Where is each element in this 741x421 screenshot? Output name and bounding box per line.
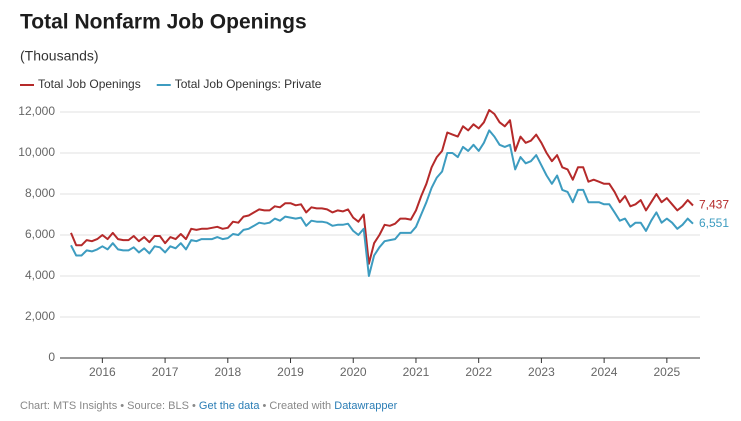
- chart-title: Total Nonfarm Job Openings: [20, 11, 307, 34]
- footer-source: Source: BLS: [127, 400, 189, 412]
- y-tick-label: 12,000: [18, 104, 55, 118]
- footer-created: Created with: [269, 400, 331, 412]
- x-tick-label: 2017: [152, 365, 179, 379]
- y-tick-label: 4,000: [25, 268, 55, 282]
- x-tick-label: 2025: [653, 365, 680, 379]
- y-tick-label: 2,000: [25, 309, 55, 323]
- y-tick-label: 8,000: [25, 186, 55, 200]
- series-line: [70, 129, 694, 277]
- x-tick-label: 2022: [465, 365, 492, 379]
- series-line: [70, 109, 694, 265]
- x-tick-label: 2021: [403, 365, 430, 379]
- x-tick-label: 2023: [528, 365, 555, 379]
- x-tick-label: 2019: [277, 365, 304, 379]
- footer-chart: Chart: MTS Insights: [20, 400, 118, 412]
- legend-label: Total Job Openings: Private: [175, 77, 322, 91]
- footer-link[interactable]: Get the data: [199, 400, 260, 412]
- end-label: 7,437: [699, 198, 729, 212]
- y-tick-label: 10,000: [18, 145, 55, 159]
- footer: Chart: MTS Insights • Source: BLS • Get …: [20, 400, 398, 412]
- footer-link[interactable]: Datawrapper: [334, 400, 397, 412]
- x-tick-label: 2020: [340, 365, 367, 379]
- y-tick-label: 0: [48, 350, 55, 364]
- x-tick-label: 2018: [214, 365, 241, 379]
- end-label: 6,551: [699, 216, 729, 230]
- chart-subtitle: (Thousands): [20, 48, 99, 64]
- legend-label: Total Job Openings: [38, 77, 141, 91]
- y-tick-label: 6,000: [25, 227, 55, 241]
- x-tick-label: 2024: [591, 365, 618, 379]
- x-tick-label: 2016: [89, 365, 116, 379]
